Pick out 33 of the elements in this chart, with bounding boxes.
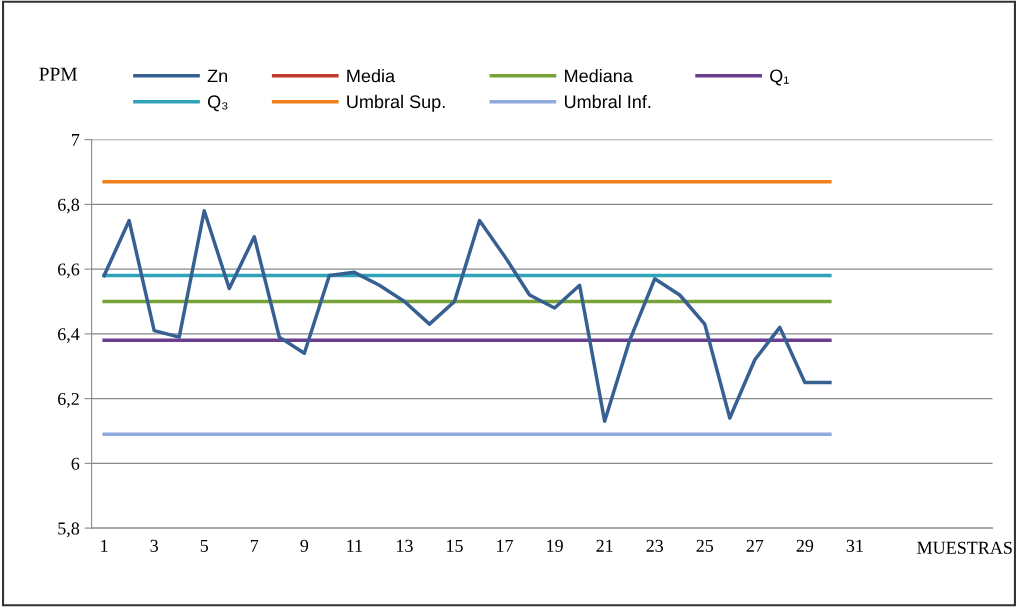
legend-label: Q₃ (207, 95, 228, 112)
y-tick-label: 6,6 (58, 263, 80, 279)
line-series (102, 209, 832, 423)
y-tick-label: 6 (71, 457, 80, 470)
y-tick-label: 6,2 (58, 392, 79, 408)
x-tick-label: 7 (250, 539, 259, 552)
x-tick-label: 17 (497, 539, 514, 552)
legend-label: Q₁ (770, 69, 789, 86)
x-tick-label: 19 (547, 539, 563, 552)
x-tick-label: 9 (300, 539, 309, 552)
x-tick-label: 1 (101, 539, 108, 552)
y-axis-title: PPM (39, 67, 78, 81)
x-tick-label: 3 (150, 539, 158, 552)
x-tick-label: 27 (746, 539, 764, 552)
x-tick-label: 11 (347, 539, 362, 552)
legend-label: Umbral Inf. (564, 94, 651, 109)
x-tick-label: 5 (200, 539, 209, 552)
legend-label: Mediana (565, 69, 633, 83)
x-tick-label: 23 (646, 539, 664, 552)
x-axis-title: MUESTRAS (917, 541, 1012, 554)
y-tick-label: 6,8 (58, 198, 80, 214)
x-tick-label: 21 (596, 539, 613, 552)
x-tick-label: 29 (796, 539, 814, 552)
y-tick-label: 6,4 (58, 328, 80, 343)
x-tick-label: 31 (846, 539, 863, 552)
x-tick-label: 13 (397, 539, 413, 552)
legend-label: Media (347, 69, 396, 83)
legend-label: Umbral Sup. (347, 94, 445, 112)
legend-label: Zn (207, 69, 228, 83)
x-tick-label: 25 (696, 539, 714, 552)
y-tick-label: 7 (71, 134, 80, 146)
x-tick-label: 15 (447, 539, 463, 552)
y-tick-label: 5,8 (58, 522, 80, 538)
